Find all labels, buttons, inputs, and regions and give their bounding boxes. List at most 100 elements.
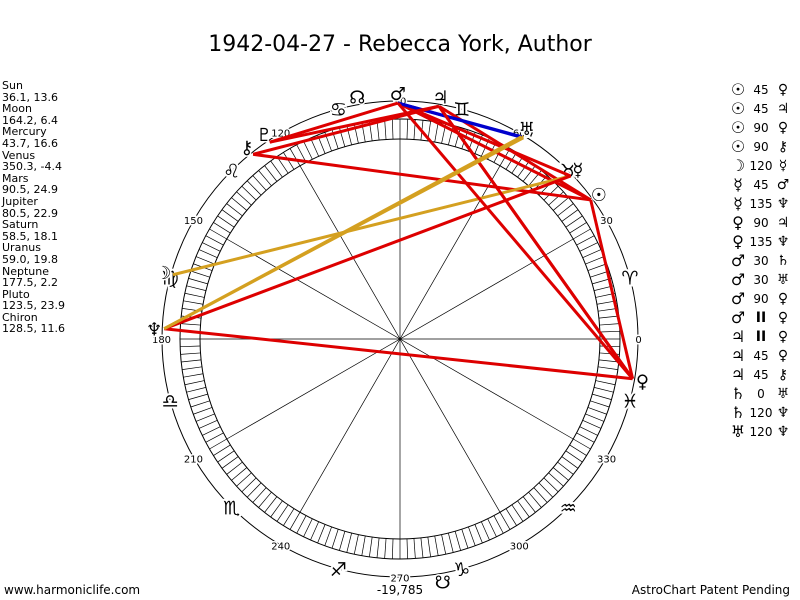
degree-tick	[241, 185, 257, 201]
degree-tick	[420, 537, 424, 558]
aspect-planet-icon: ♅	[730, 422, 746, 441]
aspect-planet-icon: ♆	[776, 233, 790, 250]
scorpio-icon: ♏	[223, 497, 240, 519]
degree-tick	[561, 209, 579, 222]
aspect-planet-icon: ☉	[730, 80, 746, 99]
aspect-planet-icon: ♃	[776, 214, 790, 231]
degree-tick	[188, 278, 208, 285]
planet-name-venus: Venus	[2, 148, 36, 162]
degree-tick	[198, 249, 218, 258]
degree-tick	[184, 380, 205, 386]
degree-tick	[186, 285, 207, 291]
aspect-line	[252, 152, 591, 202]
degree-tick	[434, 535, 439, 556]
degree-tick	[499, 512, 511, 530]
degree-tick	[582, 420, 602, 429]
north-node-icon: ☊	[349, 88, 365, 109]
degree-tick	[361, 535, 366, 556]
aspect-planet-icon: ♅	[776, 385, 790, 402]
pluto-glyph-icon: ♇	[256, 125, 272, 146]
aspect-angle: 45	[753, 348, 769, 363]
degree-tick	[283, 508, 295, 526]
aspect-row: ♃ 45 ⚷	[728, 365, 792, 384]
aspect-planet-icon: ♅	[776, 271, 790, 288]
aspect-planet-icon: ☉	[730, 99, 746, 118]
leo-icon: ♌	[223, 161, 240, 183]
aspect-row: ♅ 120 ♆	[728, 422, 792, 441]
degree-tick	[310, 137, 319, 157]
degree-tick	[391, 119, 394, 140]
aspect-angle: 30	[753, 272, 769, 287]
degree-tick	[561, 456, 579, 469]
degree-tick	[548, 191, 564, 206]
degree-tick	[587, 407, 607, 415]
aspect-list: ☉ 45 ♀ ☉ 45 ♃ ☉ 90 ♀ ☉ 90 ⚷ ☽ 120 ☿ ☿ 45 ♂ ☿ 135 ♆ ♀ 90 ♃ ♀ 135 ♆ ♂…	[728, 80, 792, 441]
degree-tick	[369, 537, 373, 557]
degree-tick	[296, 515, 307, 534]
degree-tick	[241, 477, 257, 493]
degree-tick	[599, 330, 620, 333]
degree-tick	[186, 387, 207, 393]
aspect-angle: 30	[753, 253, 769, 268]
aspect-row: ♂ II ♀	[728, 308, 792, 327]
aspect-planet-icon: ☉	[730, 137, 746, 156]
degree-tick	[434, 122, 439, 143]
degree-tick	[557, 461, 574, 475]
degree-tick	[289, 148, 301, 166]
aspect-planet-icon: ♀	[777, 290, 789, 307]
chiron-glyph-icon: ⚷	[240, 137, 253, 158]
aspect-row: ♀ 135 ♆	[728, 232, 792, 251]
degree-label: 0	[635, 335, 641, 346]
degree-tick	[543, 477, 559, 493]
aspect-planet-icon: ☿	[733, 175, 743, 194]
aspect-angle: 135	[749, 196, 773, 211]
aspect-angle: 45	[753, 101, 769, 116]
degree-tick	[522, 165, 536, 182]
degree-tick	[493, 515, 504, 534]
aspect-planet-icon: ⚷	[777, 366, 789, 383]
aspect-planet-icon: ♆	[776, 423, 790, 440]
degree-tick	[592, 393, 612, 400]
degree-tick	[391, 538, 394, 559]
degree-tick	[552, 197, 569, 211]
planet-coords-saturn: 58.5, 18.1	[2, 229, 58, 243]
aspect-planet-icon: ♂	[730, 289, 746, 308]
degree-tick	[303, 141, 313, 160]
aspect-row: ♂ 30 ♅	[728, 270, 792, 289]
aspect-angle: 120	[749, 424, 773, 439]
degree-tick	[590, 400, 610, 408]
patent-notice: AstroChart Patent Pending	[631, 583, 790, 597]
degree-tick	[213, 444, 231, 456]
planet-coords-sun: 36.1, 13.6	[2, 90, 58, 104]
degree-tick	[593, 387, 614, 393]
degree-tick	[565, 215, 583, 228]
degree-tick	[406, 119, 409, 140]
degree-label: 150	[184, 216, 203, 227]
aspect-line	[252, 104, 440, 156]
planet-name-pluto: Pluto	[2, 287, 30, 301]
aspect-planet-icon: ♆	[776, 404, 790, 421]
degree-tick	[193, 407, 213, 415]
website-link[interactable]: www.harmoniclife.com	[4, 583, 141, 597]
uranus-glyph-icon: ♅	[519, 119, 535, 140]
degree-label: 270	[390, 574, 409, 585]
aspect-row: ☉ 90 ⚷	[728, 137, 792, 156]
degree-tick	[474, 524, 483, 544]
planet-coords-jupiter: 80.5, 22.9	[2, 206, 58, 220]
degree-tick	[303, 518, 313, 537]
degree-tick	[276, 504, 289, 522]
aspect-angle: 120	[749, 405, 773, 420]
degree-tick	[461, 529, 469, 549]
planet-position-list: Sun 36.1, 13.6 Moon 164.2, 6.4 Mercury 43.7, …	[2, 80, 65, 335]
aspect-angle: 0	[757, 386, 765, 401]
planet-coords-mars: 90.5, 24.9	[2, 183, 58, 197]
aspect-planet-icon: ♂	[730, 251, 746, 270]
aspect-planet-icon: ♀	[732, 232, 744, 251]
degree-tick	[579, 426, 598, 436]
aspect-line	[163, 174, 572, 331]
degree-tick	[221, 209, 239, 222]
degree-tick	[217, 215, 235, 228]
degree-tick	[557, 203, 574, 217]
degree-tick	[528, 491, 542, 508]
aspect-line	[164, 327, 633, 381]
